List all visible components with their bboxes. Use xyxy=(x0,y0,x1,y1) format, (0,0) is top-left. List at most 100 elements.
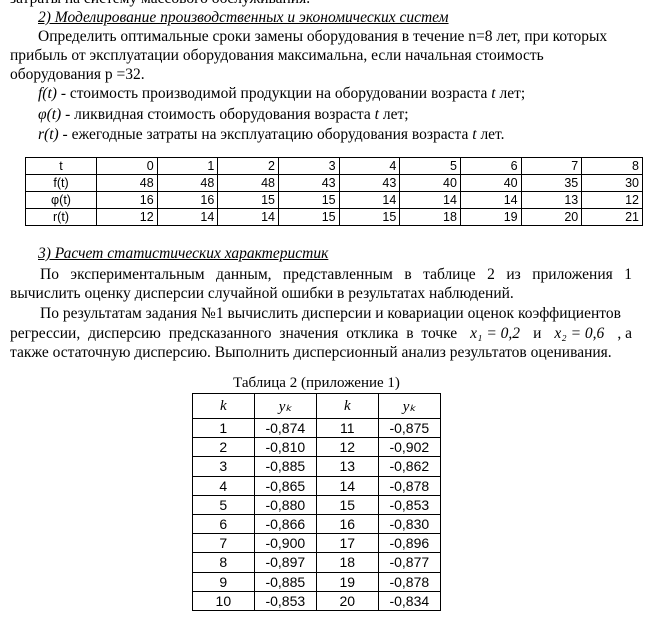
table-cell: -0,878 xyxy=(377,571,442,592)
table-cell: 30 xyxy=(581,174,643,192)
table-cell: 13 xyxy=(520,191,583,209)
table-row: 1 -0,874 11 -0,875 xyxy=(192,417,442,439)
cut-off-line: затраты на систему массового обслуживани… xyxy=(10,0,310,8)
table-cell: 18 xyxy=(399,208,461,226)
x2-value: x₂ = 0,6 xyxy=(554,325,605,342)
table-cell: 21 xyxy=(581,208,643,226)
table-cell: 12 xyxy=(581,191,643,209)
table-cell: -0,878 xyxy=(377,475,442,496)
table-cell: -0,874 xyxy=(253,417,317,439)
table-cell: 13 xyxy=(315,456,379,477)
table-cell: 40 xyxy=(399,174,461,192)
table-cell: 5 xyxy=(192,494,255,515)
table-cell: 14 xyxy=(338,191,401,209)
section3-para-line: также остаточную дисперсию. Выполнить ди… xyxy=(10,344,612,361)
table-cell: -0,862 xyxy=(377,456,442,477)
table-cell: -0,880 xyxy=(253,494,317,515)
table-cell: -0,885 xyxy=(253,571,317,592)
row-label: r(t) xyxy=(25,208,97,226)
table-cell: -0,875 xyxy=(377,417,442,439)
row-label: f(t) xyxy=(25,174,97,192)
definition-line: φ(t) - ликвидная стоимость оборудования … xyxy=(38,105,409,124)
table-cell: -0,885 xyxy=(253,456,317,477)
definition-var: t xyxy=(374,105,379,123)
table-cell: 15 xyxy=(315,494,379,515)
table-cell: 17 xyxy=(315,533,379,554)
table-cell: -0,853 xyxy=(253,590,317,611)
definition-text: - стоимость производимой продукции на об… xyxy=(56,85,492,102)
table-cell: 16 xyxy=(156,191,219,209)
table-cell: -0,866 xyxy=(253,513,317,535)
table-cell: 12 xyxy=(315,437,379,458)
table-cell: 14 xyxy=(156,208,219,226)
table-row: φ(t) 16 16 15 15 14 14 14 13 12 xyxy=(25,191,643,209)
table-cell: 20 xyxy=(315,590,379,611)
table-cell: -0,902 xyxy=(377,437,442,458)
table-cell: 19 xyxy=(315,571,379,592)
table-cell: 43 xyxy=(277,174,340,192)
section3-para-line: По результатам задания №1 вычислить дисп… xyxy=(40,305,621,322)
table-cell: 19 xyxy=(459,208,522,226)
table-cell: 9 xyxy=(192,571,255,592)
x1-value: x₁ = 0,2 xyxy=(470,325,521,342)
table-cell: 15 xyxy=(338,208,401,226)
table-row: 3 -0,885 13 -0,862 xyxy=(192,456,442,477)
section3-para-line-point: регрессии, дисперсию предсказанного знач… xyxy=(10,324,632,343)
row-label: t xyxy=(25,157,97,175)
definition-symbol: φ(t) xyxy=(38,105,62,123)
equipment-table: t 0 1 2 3 4 5 6 7 8 f(t) 48 48 48 43 43 40 40 35 30 φ(t) 16 16… xyxy=(25,157,643,226)
definition-line: r(t) - ежегодные затраты на эксплуатацию… xyxy=(38,125,505,144)
table-cell: 7 xyxy=(520,157,583,175)
section2-para-line: оборудования p =32. xyxy=(10,66,145,83)
table-cell: 8 xyxy=(581,157,643,175)
table-cell: 4 xyxy=(192,475,255,496)
table-row: 2 -0,810 12 -0,902 xyxy=(192,437,442,458)
table-cell: 1 xyxy=(156,157,219,175)
section3-para-line: вычислить оценку дисперсии случайной оши… xyxy=(10,285,514,302)
table-cell: 48 xyxy=(156,174,219,192)
table2: k yₖ k yₖ 1 -0,874 11 -0,875 2 -0,810 12 -0,902 3 -0… xyxy=(192,393,442,611)
section2-para-line: Определить оптимальные сроки замены обор… xyxy=(38,28,608,45)
table-cell: -0,877 xyxy=(377,552,442,573)
table-row: r(t) 12 14 14 15 15 18 19 20 21 xyxy=(25,208,643,226)
table-cell: 18 xyxy=(315,552,379,573)
section3-heading: 3) Расчет статистических характеристик xyxy=(38,245,329,262)
table-cell: 7 xyxy=(192,533,255,554)
definition-tail: лет; xyxy=(378,105,409,123)
table-cell: 2 xyxy=(192,437,255,458)
definition-var: t xyxy=(491,85,496,102)
section2-para-line: прибыль от эксплуатации оборудования мак… xyxy=(10,47,544,64)
table-cell: 0 xyxy=(96,157,158,175)
table-cell: -0,834 xyxy=(377,590,442,611)
table-cell: 20 xyxy=(520,208,583,226)
table-cell: 12 xyxy=(96,208,158,226)
table-cell: 16 xyxy=(315,513,379,535)
definition-tail: лет; xyxy=(495,85,526,102)
definition-line: f(t) - стоимость производимой продукции … xyxy=(38,84,525,103)
point-tail: , а xyxy=(617,325,632,342)
table-cell: -0,810 xyxy=(253,437,317,458)
definition-var: t xyxy=(472,126,477,143)
point-text: регрессии, дисперсию предсказанного знач… xyxy=(10,325,458,342)
table-cell: -0,896 xyxy=(377,533,442,554)
definition-text: - ликвидная стоимость оборудования возра… xyxy=(61,105,375,123)
table-cell: 35 xyxy=(520,174,583,192)
table-cell: 1 xyxy=(192,417,255,439)
table-cell: 6 xyxy=(459,157,522,175)
table-cell: 14 xyxy=(315,475,379,496)
definition-tail: лет. xyxy=(476,126,505,143)
table-cell: 48 xyxy=(96,174,158,192)
section3-para-line: По экспериментальным данным, представлен… xyxy=(40,266,632,283)
table-cell: 3 xyxy=(192,456,255,477)
table-cell: 43 xyxy=(338,174,401,192)
table-row: 6 -0,866 16 -0,830 xyxy=(192,513,442,535)
table-cell: 6 xyxy=(192,513,255,535)
table-cell: 14 xyxy=(217,208,279,226)
table-cell: 14 xyxy=(459,191,522,209)
table-cell: 3 xyxy=(277,157,340,175)
table-row: 8 -0,897 18 -0,877 xyxy=(192,552,442,573)
and-word: и xyxy=(533,325,542,342)
table-cell: -0,830 xyxy=(377,513,442,535)
